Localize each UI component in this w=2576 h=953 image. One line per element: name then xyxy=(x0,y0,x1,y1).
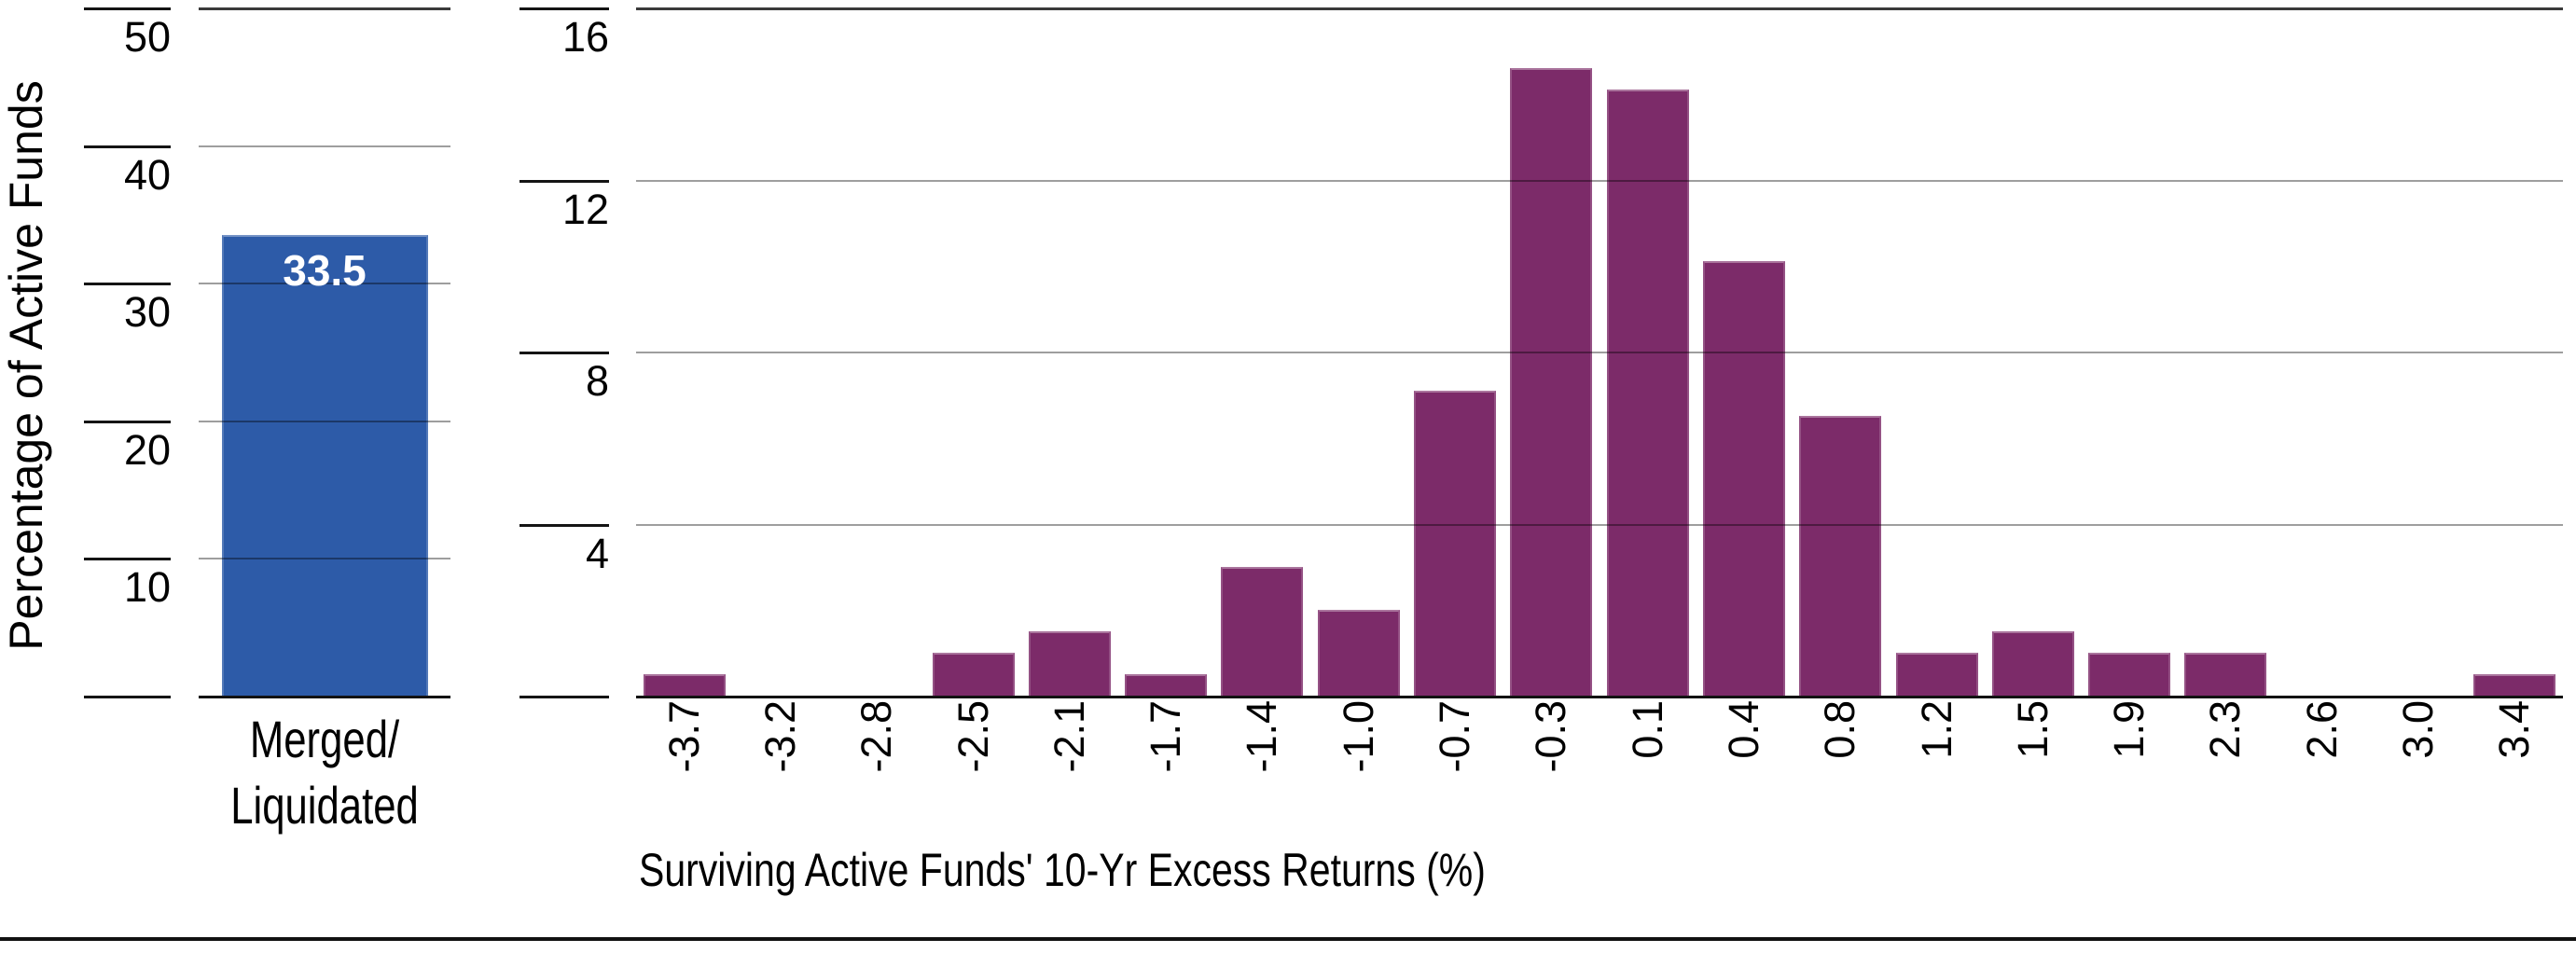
x-tick-label-wrap: 0.8 xyxy=(1816,700,1863,759)
y-axis-tick-line xyxy=(84,7,171,10)
x-tick-label: -3.2 xyxy=(756,700,804,773)
x-tick-label: 2.3 xyxy=(2201,700,2249,759)
x-tick-label: 1.9 xyxy=(2105,700,2153,759)
x-tick-label: 2.6 xyxy=(2298,700,2346,759)
y-axis-tick-line xyxy=(84,558,171,560)
x-tick-label: 1.5 xyxy=(2009,700,2057,759)
y-tick-label: 4 xyxy=(585,530,609,577)
histogram-bar xyxy=(1703,261,1785,696)
x-axis-title: Surviving Active Funds' 10-Yr Excess Ret… xyxy=(639,844,1486,896)
x-tick-label: 3.0 xyxy=(2394,700,2442,759)
x-tick-label-wrap: -3.7 xyxy=(660,700,708,773)
x-tick-label: -2.8 xyxy=(852,700,900,773)
histogram-bar xyxy=(644,673,726,696)
merged-liquidated-bar xyxy=(221,234,428,696)
y-axis-tick-line xyxy=(519,180,609,183)
histogram-bar xyxy=(1799,416,1881,696)
histogram-bar xyxy=(1221,566,1303,696)
grid-line xyxy=(199,421,450,422)
y-tick-label: 12 xyxy=(561,186,609,233)
x-tick-label-wrap: -2.1 xyxy=(1046,700,1093,773)
x-tick-label-wrap: 1.2 xyxy=(1913,700,1960,759)
y-axis-tick-line xyxy=(84,696,171,698)
x-tick-label-wrap: 0.1 xyxy=(1624,700,1671,759)
x-tick-label-wrap: -2.5 xyxy=(949,700,997,773)
x-tick-label-wrap: -1.0 xyxy=(1335,700,1382,773)
axis-baseline xyxy=(199,696,450,698)
y-axis-tick-line xyxy=(84,421,171,423)
x-tick-label-wrap: 2.6 xyxy=(2298,700,2346,759)
x-tick-label-wrap: 3.4 xyxy=(2490,700,2538,759)
y-tick-label: 40 xyxy=(123,151,171,199)
grid-line xyxy=(636,352,2563,353)
grid-line xyxy=(199,145,450,147)
x-tick-label-wrap: -1.7 xyxy=(1142,700,1189,773)
x-tick-label-wrap: 1.5 xyxy=(2009,700,2057,759)
bar-value-label: 33.5 xyxy=(283,245,367,295)
histogram-bar xyxy=(1992,630,2074,696)
x-tick-label: -1.4 xyxy=(1238,700,1285,773)
histogram-bar xyxy=(1414,390,1496,696)
y-axis-tick-line xyxy=(519,524,609,527)
y-tick-label: 30 xyxy=(123,288,171,336)
histogram-bar xyxy=(1029,630,1111,696)
x-tick-label: -1.0 xyxy=(1335,700,1382,773)
histogram-bar xyxy=(2088,652,2170,696)
y-tick-label: 10 xyxy=(123,563,171,611)
x-tick-label: -3.7 xyxy=(660,700,708,773)
x-tick-label-wrap: 2.3 xyxy=(2201,700,2249,759)
left-category-line-2: Liquidated xyxy=(230,775,419,835)
y-axis-tick-line xyxy=(519,352,609,354)
left-category-label: Merged/ Liquidated xyxy=(227,707,423,838)
x-tick-label-wrap: -3.2 xyxy=(756,700,804,773)
plot-top-line xyxy=(199,7,450,10)
x-tick-label-wrap: -0.7 xyxy=(1431,700,1478,773)
grid-line xyxy=(636,524,2563,526)
axis-baseline xyxy=(636,696,2563,698)
x-tick-label: -0.3 xyxy=(1527,700,1574,773)
histogram-bar xyxy=(1510,67,1592,696)
y-axis-tick-line xyxy=(84,145,171,148)
x-tick-label: 0.1 xyxy=(1624,700,1671,759)
plot-top-line xyxy=(636,7,2563,10)
grid-line xyxy=(199,558,450,559)
histogram-bar xyxy=(2184,652,2266,696)
x-tick-label-wrap: 3.0 xyxy=(2394,700,2442,759)
histogram-bar xyxy=(1607,89,1689,696)
grid-line xyxy=(636,180,2563,182)
histogram-bar xyxy=(2473,673,2555,696)
bottom-rule xyxy=(0,937,2576,941)
x-tick-label: -0.7 xyxy=(1431,700,1478,773)
left-category-line-1: Merged/ xyxy=(249,710,400,768)
y-tick-label: 50 xyxy=(123,13,171,61)
x-tick-label: -2.5 xyxy=(949,700,997,773)
histogram-bar xyxy=(1125,673,1207,696)
x-tick-label-wrap: -1.4 xyxy=(1238,700,1285,773)
histogram-bar xyxy=(1318,609,1400,696)
y-axis-tick-line xyxy=(84,283,171,285)
x-tick-label: 1.2 xyxy=(1913,700,1960,759)
x-tick-label-wrap: 0.4 xyxy=(1720,700,1767,759)
x-tick-label-wrap: -0.3 xyxy=(1527,700,1574,773)
histogram-bar xyxy=(1896,652,1978,696)
x-tick-label: -1.7 xyxy=(1142,700,1189,773)
x-tick-label: 0.8 xyxy=(1816,700,1863,759)
x-tick-label: 3.4 xyxy=(2490,700,2538,759)
x-tick-label-wrap: -2.8 xyxy=(852,700,900,773)
grid-line xyxy=(199,283,450,284)
histogram-bar xyxy=(933,652,1015,696)
y-tick-label: 20 xyxy=(123,426,171,474)
x-tick-label: 0.4 xyxy=(1720,700,1767,759)
y-tick-label: 16 xyxy=(561,13,609,61)
y-axis-tick-line xyxy=(519,696,609,698)
x-tick-label: -2.1 xyxy=(1046,700,1093,773)
left-y-axis-title-wrap: Percentage of Active Funds xyxy=(0,80,52,650)
x-tick-label-wrap: 1.9 xyxy=(2105,700,2153,759)
y-axis-tick-line xyxy=(519,7,609,10)
y-tick-label: 8 xyxy=(585,357,609,405)
